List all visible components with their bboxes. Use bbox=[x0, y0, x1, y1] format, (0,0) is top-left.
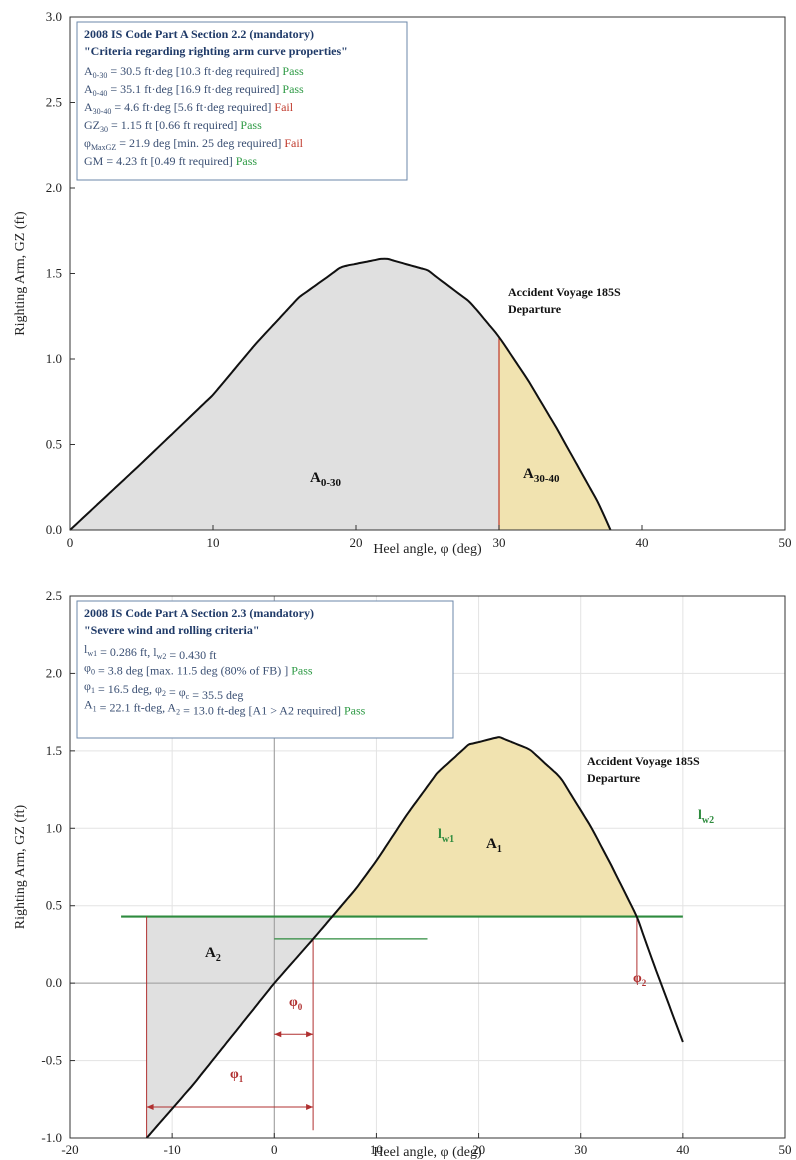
x-tick-label: 30 bbox=[574, 1142, 587, 1157]
area-a1 bbox=[332, 737, 637, 917]
curve-label-2-line2: Departure bbox=[587, 771, 641, 785]
lw2-label: lw2 bbox=[698, 808, 714, 826]
area-a0-30 bbox=[70, 258, 499, 530]
info-box-1-line: GM = 4.23 ft [0.49 ft required] Pass bbox=[84, 154, 257, 168]
y-tick-label: 1.5 bbox=[46, 743, 62, 758]
phi1-arrow-head-left bbox=[146, 1104, 154, 1111]
curve-label-1-line2: Departure bbox=[508, 302, 562, 316]
phi2-label: φ2 bbox=[633, 971, 647, 988]
x-tick-label: 0 bbox=[67, 535, 74, 550]
x-tick-label: 0 bbox=[271, 1142, 278, 1157]
info-box-2: 2008 IS Code Part A Section 2.3 (mandato… bbox=[76, 600, 454, 739]
y-tick-label: 1.0 bbox=[46, 820, 62, 835]
area-label-a1: A1 bbox=[486, 836, 502, 855]
gz-curve-1 bbox=[69, 257, 612, 531]
x-tick-label: -20 bbox=[61, 1142, 78, 1157]
info-box-1-line: GZ30 = 1.15 ft [0.66 ft required] Pass bbox=[84, 118, 262, 134]
y-tick-label: 0.0 bbox=[46, 522, 62, 537]
area-label-a30-40: A30-40 bbox=[523, 466, 560, 485]
area-a2 bbox=[146, 916, 333, 1138]
y-tick-label: 0.0 bbox=[46, 975, 62, 990]
info-box-1-frame bbox=[76, 21, 408, 181]
plot-frame-2 bbox=[69, 595, 786, 1139]
x-tick-label: 10 bbox=[370, 1142, 383, 1157]
y-tick-label: 2.0 bbox=[46, 180, 62, 195]
info-box-2-line: φ0 = 3.8 deg [max. 11.5 deg (80% of FB) … bbox=[84, 661, 313, 678]
y-tick-label: 1.5 bbox=[46, 266, 62, 281]
info-box-2-line: φ1 = 16.5 deg, φ2 = φc = 35.5 deg bbox=[84, 679, 243, 702]
lw1-label: lw1 bbox=[438, 827, 454, 845]
x-tick-label: 10 bbox=[207, 535, 220, 550]
info-box-1: 2008 IS Code Part A Section 2.2 (mandato… bbox=[76, 21, 408, 181]
curve-label-2-line1: Accident Voyage 185S bbox=[587, 754, 700, 768]
info-box-1-subtitle: "Criteria regarding righting arm curve p… bbox=[84, 44, 348, 58]
info-box-1-line: A0-30 = 30.5 ft·deg [10.3 ft·deg require… bbox=[84, 64, 304, 80]
x-tick-label: -10 bbox=[163, 1142, 180, 1157]
info-box-2-title: 2008 IS Code Part A Section 2.3 (mandato… bbox=[84, 606, 314, 620]
x-tick-label: 50 bbox=[779, 1142, 792, 1157]
info-box-2-line: lw1 = 0.286 ft, lw2 = 0.430 ft bbox=[84, 642, 217, 662]
area-label-a2: A2 bbox=[205, 945, 221, 964]
x-tick-label: 40 bbox=[636, 535, 649, 550]
info-box-2-line: A1 = 22.1 ft-deg, A2 = 13.0 ft-deg [A1 >… bbox=[84, 698, 366, 718]
phi1-arrow-head-right bbox=[306, 1104, 314, 1111]
y-tick-label: -1.0 bbox=[41, 1130, 62, 1145]
y-tick-label: 2.0 bbox=[46, 665, 62, 680]
y-axis-label-1: Righting Arm, GZ (ft) bbox=[13, 211, 28, 336]
area-label-a0-30: A0-30 bbox=[310, 470, 342, 489]
info-box-2-subtitle: "Severe wind and rolling criteria" bbox=[84, 623, 260, 637]
info-box-1-line: φMaxGZ = 21.9 deg [min. 25 deg required]… bbox=[84, 136, 304, 152]
y-tick-label: 0.5 bbox=[46, 437, 62, 452]
x-tick-label: 50 bbox=[779, 535, 792, 550]
y-axis-label-2: Righting Arm, GZ (ft) bbox=[13, 804, 28, 929]
phi0-arrow-head-right bbox=[306, 1031, 314, 1038]
phi0-arrow-head-left bbox=[274, 1031, 282, 1038]
info-box-1-line: A0-40 = 35.1 ft·deg [16.9 ft·deg require… bbox=[84, 82, 304, 98]
y-tick-label: 0.5 bbox=[46, 898, 62, 913]
x-tick-label: 20 bbox=[472, 1142, 485, 1157]
phi0-label: φ0 bbox=[289, 995, 303, 1012]
x-tick-label: 40 bbox=[676, 1142, 689, 1157]
chart-2: -20 -10 0 10 20 30 40 50 -1.0 -0.5 0.0 0.5 1.0 1.5 2.0… bbox=[13, 588, 792, 1160]
chart-1: 0 10 20 30 40 50 0.0 0.5 1.0 1.5 2.0 2.5 3.0 Heel ang… bbox=[13, 9, 792, 557]
x-axis-label-2: Heel angle, φ (deg) bbox=[373, 1145, 482, 1160]
y-tick-label: 2.5 bbox=[46, 588, 62, 603]
area-a30-40 bbox=[499, 336, 611, 530]
curve-label-1-line1: Accident Voyage 185S bbox=[508, 285, 621, 299]
x-tick-label: 30 bbox=[493, 535, 506, 550]
info-box-2-frame bbox=[76, 600, 454, 739]
info-box-1-line: A30-40 = 4.6 ft·deg [5.6 ft·deg required… bbox=[84, 100, 294, 116]
y-tick-label: -0.5 bbox=[41, 1053, 62, 1068]
y-tick-label: 1.0 bbox=[46, 351, 62, 366]
y-tick-label: 3.0 bbox=[46, 9, 62, 24]
x-axis-label-1: Heel angle, φ (deg) bbox=[373, 542, 482, 557]
gz-curve-2 bbox=[145, 736, 684, 1139]
info-box-1-title: 2008 IS Code Part A Section 2.2 (mandato… bbox=[84, 27, 314, 41]
phi1-label: φ1 bbox=[230, 1067, 244, 1084]
x-tick-label: 20 bbox=[350, 535, 363, 550]
y-tick-label: 2.5 bbox=[46, 95, 62, 110]
